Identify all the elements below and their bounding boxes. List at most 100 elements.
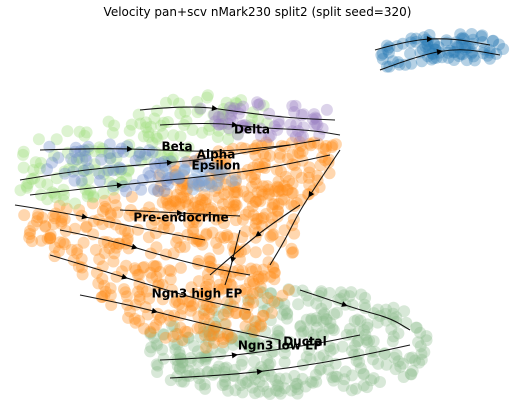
scatter-point-pre-endocrine (177, 177, 190, 190)
scatter-point-ngn3-high-ep (58, 213, 71, 226)
scatter-point-ngn3-low-ep (177, 375, 190, 388)
scatter-point-pre-endocrine (194, 152, 207, 165)
scatter-point-ngn3-low-ep (249, 387, 261, 400)
scatter-point-ngn3-low-ep (392, 327, 405, 340)
scatter-point-delta (213, 118, 225, 131)
scatter-point-pre-endocrine (326, 139, 339, 152)
scatter-point-ngn3-low-ep (225, 332, 238, 345)
scatter-point-alpha (74, 145, 87, 158)
scatter-point-delta (224, 112, 237, 125)
scatter-point-ngn3-low-ep (278, 347, 291, 360)
scatter-point-beta (49, 191, 62, 204)
scatter-point-ngn3-low-ep (323, 340, 336, 353)
scatter-point-epsilon (187, 183, 199, 196)
scatter-point-ngn3-low-ep (409, 354, 422, 367)
scatter-point-ngn3-low-ep (261, 338, 274, 351)
scatter-point-ngn3-high-ep (187, 226, 200, 239)
scatter-point-delta (194, 102, 207, 115)
scatter-point-ngn3-low-ep (323, 287, 336, 299)
scatter-point-pre-endocrine (286, 187, 299, 200)
scatter-point-ngn3-low-ep (306, 376, 319, 389)
scatter-point-beta (155, 119, 167, 132)
scatter-point-ductal (457, 32, 470, 45)
scatter-point-ngn3-low-ep (171, 338, 184, 351)
scatter-point-pre-endocrine (228, 168, 241, 181)
scatter-point-beta (110, 152, 123, 165)
scatter-point-beta (67, 156, 80, 169)
scatter-point-ngn3-low-ep (349, 382, 362, 395)
scatter-point-pre-endocrine (205, 202, 218, 215)
scatter-point-ngn3-low-ep (291, 377, 304, 390)
scatter-point-ngn3-high-ep (98, 279, 111, 292)
scatter-point-ngn3-low-ep (397, 371, 410, 383)
scatter-point-pre-endocrine (202, 203, 215, 216)
scatter-point-ngn3-low-ep (313, 351, 326, 364)
scatter-point-ngn3-low-ep (199, 338, 212, 351)
scatter-point-ngn3-low-ep (257, 364, 270, 377)
scatter-point-ngn3-high-ep (144, 325, 157, 338)
scatter-point-beta (58, 165, 71, 178)
scatter-point-ngn3-high-ep (203, 252, 216, 265)
scatter-point-ngn3-low-ep (337, 379, 350, 392)
scatter-point-ngn3-high-ep (86, 197, 99, 210)
scatter-point-ngn3-high-ep (173, 200, 186, 213)
scatter-point-ngn3-low-ep (252, 337, 265, 350)
scatter-point-beta (178, 146, 191, 159)
scatter-point-ngn3-high-ep (176, 302, 189, 315)
scatter-point-beta (155, 149, 168, 162)
scatter-point-pre-endocrine (259, 150, 272, 163)
scatter-point-ngn3-low-ep (317, 329, 329, 342)
scatter-point-ngn3-high-ep (272, 198, 285, 210)
scatter-point-ngn3-low-ep (355, 288, 368, 301)
scatter-point-alpha (104, 152, 117, 165)
scatter-point-ngn3-low-ep (202, 335, 215, 347)
scatter-point-beta (122, 163, 135, 176)
scatter-point-ngn3-high-ep (285, 242, 298, 255)
scatter-point-pre-endocrine (283, 175, 295, 187)
scatter-point-ngn3-high-ep (39, 219, 52, 232)
scatter-point-pre-endocrine (207, 162, 220, 175)
scatter-point-delta (290, 118, 303, 131)
scatter-point-delta (308, 119, 321, 132)
scatter-point-ngn3-low-ep (212, 310, 225, 323)
scatter-point-ngn3-high-ep (264, 270, 277, 283)
scatter-point-ngn3-high-ep (30, 215, 43, 228)
scatter-point-ngn3-low-ep (343, 290, 356, 303)
scatter-point-ductal (476, 29, 489, 42)
scatter-point-ngn3-high-ep (31, 211, 44, 224)
scatter-point-ngn3-high-ep (164, 314, 177, 327)
scatter-point-epsilon (197, 174, 210, 187)
scatter-point-beta (142, 126, 155, 139)
scatter-point-pre-endocrine (226, 142, 239, 155)
scatter-point-ngn3-low-ep (414, 326, 427, 339)
scatter-point-ngn3-high-ep (239, 283, 252, 296)
scatter-point-ngn3-high-ep (207, 329, 220, 341)
scatter-point-ngn3-low-ep (274, 332, 286, 345)
scatter-point-pre-endocrine (154, 180, 167, 193)
scatter-point-ngn3-high-ep (210, 296, 222, 308)
scatter-point-ngn3-high-ep (266, 229, 279, 242)
scatter-point-ngn3-low-ep (332, 293, 345, 306)
scatter-point-ngn3-low-ep (290, 377, 303, 390)
scatter-point-pre-endocrine (323, 167, 336, 180)
scatter-point-ngn3-high-ep (212, 330, 225, 343)
scatter-point-ngn3-high-ep (69, 222, 82, 235)
scatter-point-ngn3-high-ep (109, 218, 122, 231)
scatter-point-ngn3-high-ep (192, 200, 205, 213)
scatter-point-beta (144, 120, 157, 133)
scatter-point-ngn3-high-ep (239, 225, 252, 238)
scatter-point-pre-endocrine (219, 178, 232, 191)
scatter-point-ngn3-low-ep (310, 314, 323, 327)
scatter-point-ngn3-low-ep (387, 301, 400, 314)
scatter-point-ductal (448, 54, 460, 66)
scatter-point-ngn3-low-ep (372, 357, 385, 370)
scatter-point-ngn3-high-ep (218, 217, 230, 230)
scatter-point-ngn3-high-ep (268, 295, 281, 308)
scatter-point-ngn3-high-ep (98, 200, 111, 213)
scatter-point-ngn3-low-ep (281, 312, 293, 325)
scatter-point-ngn3-low-ep (229, 384, 242, 397)
scatter-point-beta (216, 112, 229, 125)
scatter-point-beta (178, 119, 190, 131)
scatter-point-ngn3-low-ep (193, 372, 205, 385)
